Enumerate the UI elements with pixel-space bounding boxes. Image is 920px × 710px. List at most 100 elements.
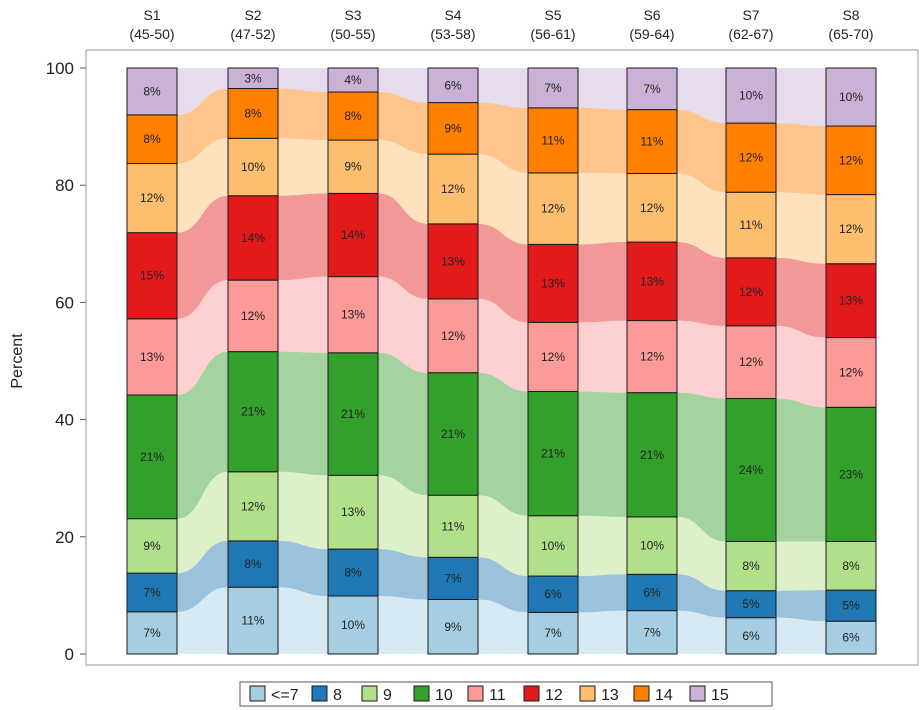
segment-label: 11% [241,614,264,628]
segment-label: 21% [241,405,265,419]
bar-segment [227,137,279,197]
flow-ribbon [578,574,627,613]
segment-label: 13% [341,308,365,322]
segment-label: 12% [441,329,465,343]
y-tick-label: 80 [55,176,74,195]
bar-segment [626,172,678,243]
segment-label: 23% [839,467,863,481]
bar-segment [327,67,379,93]
bar-segment [626,516,678,575]
flow-ribbon [278,68,328,93]
flow-ribbon [578,320,627,393]
bar-segment [126,232,178,320]
segment-label: 12% [640,350,664,364]
legend-label: 9 [383,687,392,704]
bar-segment [427,223,479,300]
flow-ribbon [278,471,328,550]
legend-box [239,681,773,707]
bar-segment [825,263,877,339]
legend-swatch [523,685,540,702]
flow-ribbon [578,391,627,517]
bar-segment [126,67,178,116]
column-range: (47-52) [230,26,275,42]
flow-ribbon [478,298,528,392]
segment-label: 12% [839,222,863,236]
flow-ribbon [177,88,228,164]
legend-label: 8 [333,687,342,704]
bar-segment [626,67,678,111]
flow-ribbon [478,102,528,173]
segment-label: 10% [341,618,365,632]
column-range: (62-67) [728,26,773,42]
y-tick-label: 60 [55,293,74,312]
flow-ribbon [578,515,627,577]
segment-label: 6% [544,587,562,601]
segment-label: 13% [640,274,664,288]
flow-ribbon [278,540,328,596]
bar-segment [126,394,178,520]
segment-label: 6% [643,585,661,599]
segment-label: 8% [244,106,262,120]
bar-segment [527,243,579,323]
segment-label: 8% [742,559,760,573]
segment-label: 12% [241,499,265,513]
legend: <=7 8 9 10 11 12 13 14 15 [239,681,773,707]
column-range: (65-70) [828,26,873,42]
segment-label: 12% [140,191,164,205]
segment-label: 8% [344,566,362,580]
flow-ribbon [177,68,228,115]
flow-ribbon [578,242,627,323]
segment-label: 6% [444,78,462,92]
bar-segment [427,494,479,558]
legend-swatch [413,685,430,702]
bar-segment [227,88,279,139]
flow-ribbon [278,351,328,476]
bar-segment [527,515,579,577]
segment-label: 7% [143,585,161,599]
stacked-bars: 7% 7% 9% 21% 13% 15% 12% 8% 8% 11% 8% 12% 21% 12% 14% 1… [126,67,877,655]
segment-label: 13% [140,350,164,364]
column-range: (59-64) [629,26,674,42]
segment-label: 8% [842,559,860,573]
segment-label: 24% [739,463,763,477]
bar-segment [626,610,678,655]
legend-swatch [249,685,266,702]
flow-ribbons [177,68,826,654]
segment-label: 9% [344,160,362,174]
legend-swatch [467,685,484,702]
segment-label: 8% [344,109,362,123]
bar-segment [126,114,178,165]
column-name: S2 [244,7,261,23]
bar-segment [626,573,678,612]
bar-segment [327,352,379,476]
segment-label: 5% [742,597,760,611]
legend-label: 13 [601,687,619,704]
bar-segment [527,611,579,655]
flow-ribbon [177,280,228,395]
bar-segment [327,139,379,194]
flow-ribbon [278,193,328,281]
column-name: S1 [143,7,160,23]
segment-label: 7% [544,626,562,640]
flow-ribbon [776,325,826,408]
bar-segment [825,67,877,127]
bar-segment [825,194,877,265]
flow-ribbon [578,172,627,245]
bar-segment [725,617,777,655]
segment-label: 11% [441,519,464,533]
flow-ribbon [578,610,627,654]
segment-label: 10% [640,539,664,553]
flow-ribbon [578,107,627,174]
segment-label: 13% [341,505,365,519]
segment-label: 3% [244,71,262,85]
legend-swatch [361,685,378,702]
segment-label: 10% [739,89,763,103]
segment-label: 13% [441,254,465,268]
bar-segment [227,540,279,588]
segment-label: 5% [842,599,860,613]
column-name: S3 [344,7,361,23]
segment-label: 9% [444,620,462,634]
flow-ribbon [478,557,528,613]
flow-ribbon [378,92,428,155]
